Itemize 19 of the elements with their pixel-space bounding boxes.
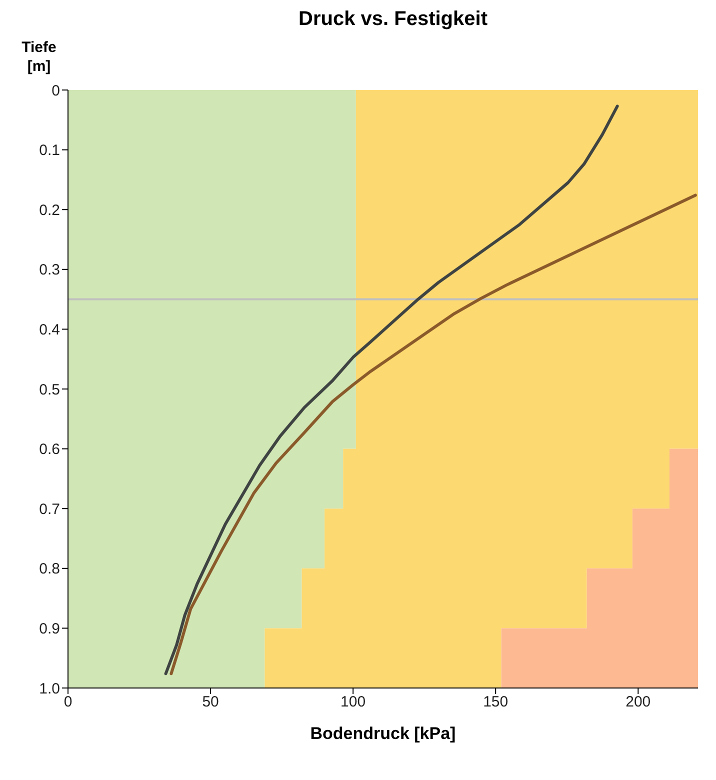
y-tick-label: 0.4 [39,322,60,339]
y-tick-label: 0.1 [39,142,60,160]
y-tick-label: 0.5 [39,381,60,398]
y-tick-label: 0.2 [39,202,60,219]
chart-title: Druck vs. Festigkeit [298,8,488,32]
y-tick-label: 1.0 [39,680,60,698]
x-tick-label: 200 [626,694,651,711]
y-tick-label: 0.8 [39,560,60,578]
y-tick-label: 0.9 [39,620,60,638]
x-tick-label: 50 [202,694,219,711]
x-tick-label: 150 [483,694,508,711]
y-tick-label: 0 [52,82,60,100]
y-tick-label: 0.3 [39,262,60,279]
y-axis-title: Tiefe [m] [20,38,58,77]
y-tick-label: 0.6 [39,441,60,458]
x-axis-title: Bodendruck [kPa] [309,724,457,744]
x-tick-label: 0 [64,694,72,711]
y-tick-label: 0.7 [39,500,60,518]
x-tick-label: 100 [340,694,366,711]
